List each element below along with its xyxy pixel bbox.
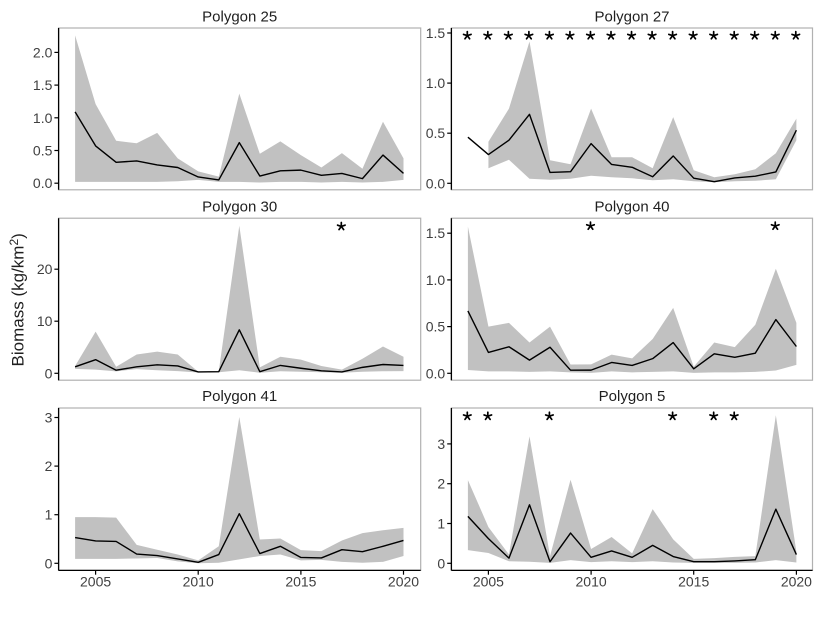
svg-text:2015: 2015 — [678, 574, 709, 590]
svg-text:0.5: 0.5 — [426, 125, 446, 141]
svg-text:1.5: 1.5 — [426, 25, 446, 41]
svg-text:2005: 2005 — [80, 574, 111, 590]
svg-text:2010: 2010 — [576, 574, 607, 590]
svg-text:0: 0 — [45, 555, 53, 571]
svg-text:2.0: 2.0 — [33, 44, 53, 60]
svg-text:2010: 2010 — [183, 574, 214, 590]
svg-text:1.5: 1.5 — [33, 77, 53, 93]
svg-text:10: 10 — [37, 313, 53, 329]
svg-text:Polygon 27: Polygon 27 — [594, 8, 669, 25]
svg-text:3: 3 — [437, 436, 445, 452]
svg-text:0.0: 0.0 — [426, 365, 446, 381]
svg-text:3: 3 — [45, 410, 53, 426]
svg-text:1.0: 1.0 — [426, 272, 446, 288]
svg-text:0.5: 0.5 — [426, 319, 446, 335]
svg-text:1: 1 — [45, 507, 53, 523]
svg-text:2020: 2020 — [388, 574, 419, 590]
svg-text:Biomass (kg/km2): Biomass (kg/km2) — [7, 233, 28, 366]
svg-text:0: 0 — [437, 555, 445, 571]
svg-text:20: 20 — [37, 261, 53, 277]
svg-text:2: 2 — [437, 476, 445, 492]
svg-text:Polygon 25: Polygon 25 — [202, 8, 277, 25]
svg-text:2020: 2020 — [781, 574, 812, 590]
svg-text:Polygon 5: Polygon 5 — [599, 388, 666, 405]
svg-text:0.0: 0.0 — [426, 175, 446, 191]
svg-text:1.5: 1.5 — [426, 225, 446, 241]
svg-text:1: 1 — [437, 516, 445, 532]
svg-text:Polygon 30: Polygon 30 — [202, 198, 277, 215]
svg-text:2005: 2005 — [473, 574, 504, 590]
svg-text:0.5: 0.5 — [33, 143, 53, 159]
svg-text:Polygon 41: Polygon 41 — [202, 388, 277, 405]
svg-text:1.0: 1.0 — [426, 75, 446, 91]
svg-text:2015: 2015 — [285, 574, 316, 590]
svg-text:2: 2 — [45, 458, 53, 474]
svg-text:Polygon 40: Polygon 40 — [594, 198, 669, 215]
svg-text:0.0: 0.0 — [33, 175, 53, 191]
svg-text:1.0: 1.0 — [33, 110, 53, 126]
svg-text:0: 0 — [45, 365, 53, 381]
